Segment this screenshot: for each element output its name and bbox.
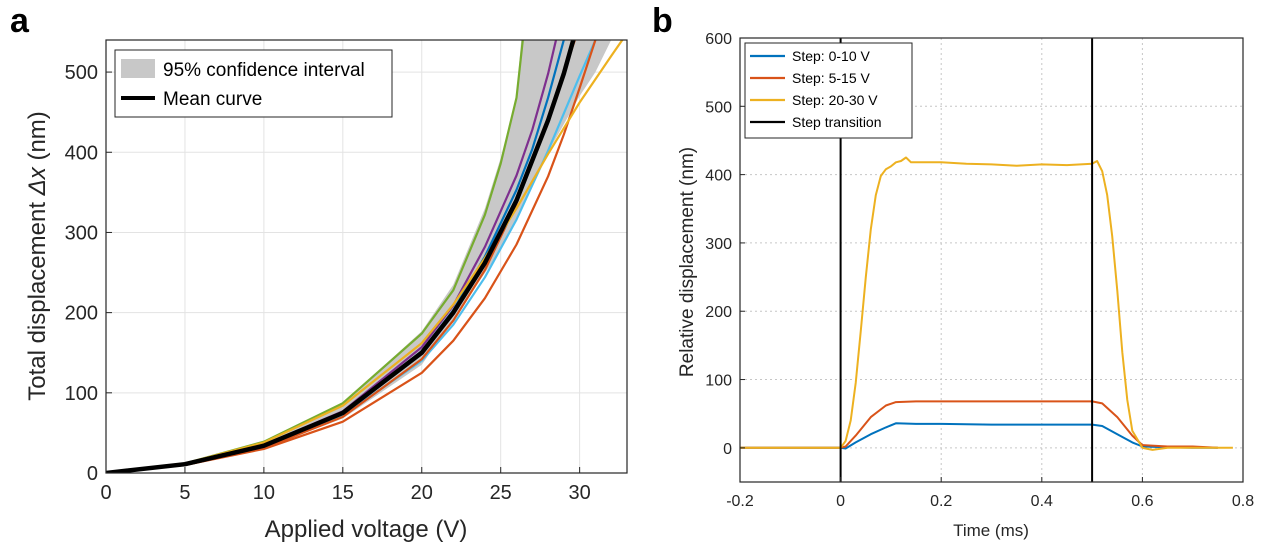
y-tick-label: 300 <box>705 236 732 253</box>
y-tick-label: 0 <box>87 463 98 485</box>
y-tick-label: 200 <box>705 304 732 321</box>
panel-a-xlabel: Applied voltage (V) <box>265 516 468 543</box>
panel-a-axes-box <box>105 39 628 474</box>
panel-a-legend: 95% confidence interval Mean curve <box>114 49 393 118</box>
y-tick-label: 400 <box>705 168 732 185</box>
legend-step-transition-label: Step transition <box>792 114 882 130</box>
x-tick-label: 0.8 <box>1232 493 1254 510</box>
x-tick-label: 30 <box>569 482 591 504</box>
x-tick-label: 10 <box>253 482 275 504</box>
x-tick-label: 20 <box>411 482 433 504</box>
y-tick-label: 300 <box>65 222 98 244</box>
panel-a-label: a <box>10 2 30 40</box>
x-tick-label: 0.2 <box>930 493 952 510</box>
y-tick-label: 500 <box>705 99 732 116</box>
panel-b-label: b <box>652 2 673 40</box>
y-tick-label: 100 <box>65 383 98 405</box>
x-tick-label: 0 <box>836 493 845 510</box>
y-tick-label: 400 <box>65 142 98 164</box>
legend-step-0-10-label: Step: 0-10 V <box>792 48 870 64</box>
legend-mean-label: Mean curve <box>163 89 262 110</box>
panel-b-xlabel: Time (ms) <box>953 521 1029 540</box>
step-series-line-3 <box>740 156 1233 451</box>
x-tick-label: 0.4 <box>1031 493 1053 510</box>
x-tick-label: 0 <box>100 482 111 504</box>
legend-ci-label: 95% confidence interval <box>163 60 365 81</box>
legend-ci-swatch <box>121 59 155 78</box>
x-tick-label: 25 <box>490 482 512 504</box>
panel-a-ylabel-text: Total displacement <box>24 202 51 401</box>
x-tick-label: 0.6 <box>1131 493 1153 510</box>
mean-curve-line <box>106 40 576 473</box>
panel-b-ylabel: Relative displacement (nm) <box>677 147 698 377</box>
panel-b-axes-box <box>739 37 1244 483</box>
legend-step-5-15-label: Step: 5-15 V <box>792 70 870 86</box>
sample-curve-7 <box>106 40 624 473</box>
y-tick-label: 600 <box>705 31 732 48</box>
step-series-line-2 <box>740 400 1218 449</box>
legend-step-20-30-label: Step: 20-30 V <box>792 92 878 108</box>
x-tick-label: 5 <box>179 482 190 504</box>
panel-b-legend: Step: 0-10 V Step: 5-15 V Step: 20-30 V … <box>744 42 913 139</box>
panel-a-ylabel-unit: (nm) <box>24 111 51 160</box>
panel-a-ylabel: Total displacement Δx (nm) <box>24 111 51 401</box>
panel-a-legend-box <box>114 49 393 118</box>
y-tick-label: 200 <box>65 303 98 325</box>
y-tick-label: 0 <box>723 441 732 458</box>
panel-b: b -0.2 0 0.2 0.4 0.6 0.8 0 100 200 300 400 500 600 T… <box>652 2 1254 540</box>
panel-b-ticks: -0.2 0 0.2 0.4 0.6 0.8 0 100 200 300 400 500 600 <box>705 31 1254 510</box>
panel-a-ylabel-symbol: Δx <box>24 166 51 196</box>
y-tick-label: 500 <box>65 62 98 84</box>
x-tick-label: 15 <box>332 482 354 504</box>
panel-b-series <box>740 156 1233 451</box>
x-tick-label: -0.2 <box>726 493 754 510</box>
y-tick-label: 100 <box>705 373 732 390</box>
